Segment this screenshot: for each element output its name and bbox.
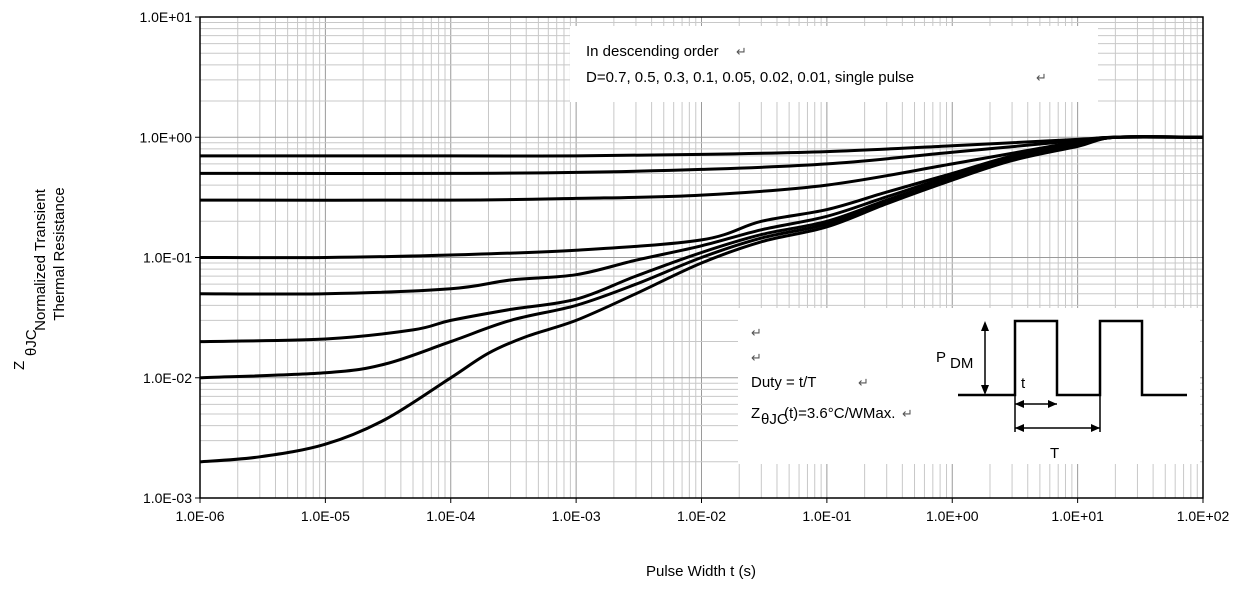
- y-axis-title: Z θJC Normalized Transient Thermal Resis…: [11, 187, 68, 370]
- x-tick-label: 1.0E-05: [301, 508, 350, 524]
- x-tick-labels: 1.0E-06 1.0E-05 1.0E-04 1.0E-03 1.0E-02 1.0E-…: [175, 498, 1229, 524]
- y-tick-labels: 1.0E+01 1.0E+00 1.0E-01 1.0E-02 1.0E-03: [139, 9, 200, 506]
- x-tick-label: 1.0E-03: [552, 508, 601, 524]
- x-axis-title: Pulse Width t (s): [646, 563, 756, 580]
- annotation-box: In descending order ↵ D=0.7, 0.5, 0.3, 0…: [570, 26, 1098, 102]
- T-arrow-right: [1091, 424, 1100, 432]
- x-tick-label: 1.0E+02: [1177, 508, 1230, 524]
- return-mark: ↵: [902, 406, 913, 421]
- y-axis-symbol: Z: [11, 361, 28, 370]
- t-arrow-left: [1015, 400, 1024, 408]
- pdm-arrow-head-bottom: [981, 385, 989, 395]
- annotation-line-2: D=0.7, 0.5, 0.3, 0.1, 0.05, 0.02, 0.01, …: [586, 69, 914, 86]
- return-mark: ↵: [858, 375, 869, 390]
- x-tick-label: 1.0E-04: [426, 508, 475, 524]
- y-axis-title-line-1: Normalized Transient: [32, 188, 49, 331]
- x-tick-label: 1.0E-01: [802, 508, 851, 524]
- return-mark: ↵: [1036, 70, 1047, 85]
- return-mark: ↵: [751, 350, 762, 365]
- series-line-8: [199, 135, 1204, 464]
- z-subscript: θJC: [761, 411, 788, 428]
- t-arrow-right: [1048, 400, 1057, 408]
- pdm-arrow-head-top: [981, 321, 989, 331]
- y-tick-label: 1.0E+00: [139, 129, 192, 145]
- return-mark: ↵: [751, 325, 762, 340]
- annotation-line-1: In descending order: [586, 43, 719, 60]
- x-tick-label: 1.0E-06: [175, 508, 224, 524]
- t-small-label: t: [1021, 375, 1026, 392]
- z-value: (t)=3.6°C/WMax.: [784, 405, 895, 422]
- z-symbol: Z: [751, 405, 760, 422]
- y-axis-title-line-2: Thermal Resistance: [51, 187, 68, 320]
- duty-label: Duty = t/T: [751, 374, 816, 391]
- y-tick-label: 1.0E-01: [143, 250, 192, 266]
- pulse-waveform: [958, 319, 1187, 397]
- y-tick-label: 1.0E-02: [143, 370, 192, 386]
- T-arrow-left: [1015, 424, 1024, 432]
- T-big-label: T: [1050, 445, 1059, 462]
- x-tick-label: 1.0E-02: [677, 508, 726, 524]
- y-tick-label: 1.0E-03: [143, 490, 192, 506]
- series-layer: [199, 135, 1204, 464]
- x-tick-label: 1.0E+01: [1051, 508, 1104, 524]
- duty-inset: ↵ ↵ Duty = t/T ↵ Z θJC (t)=3.6°C/WMax. ↵…: [738, 308, 1200, 464]
- return-mark: ↵: [736, 44, 747, 59]
- x-tick-label: 1.0E+00: [926, 508, 979, 524]
- pdm-symbol: P: [936, 349, 946, 366]
- y-axis-subscript: θJC: [23, 329, 40, 356]
- pdm-subscript: DM: [950, 355, 973, 372]
- y-tick-label: 1.0E+01: [139, 9, 192, 25]
